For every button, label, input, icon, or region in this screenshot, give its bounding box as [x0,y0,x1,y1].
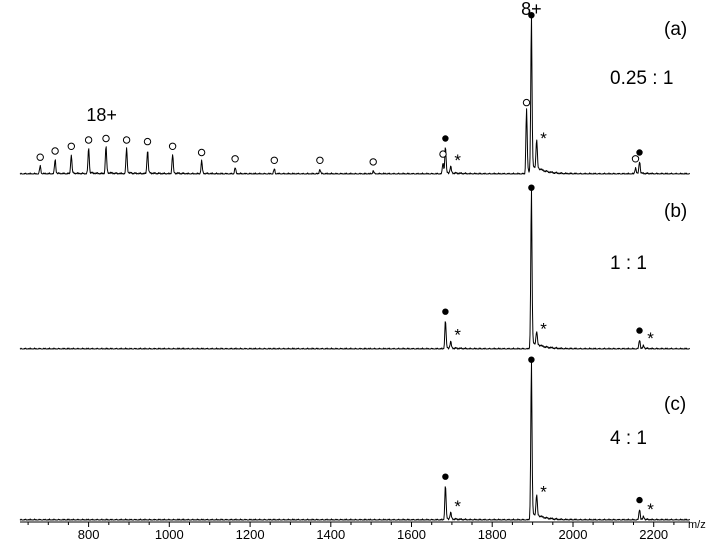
open-circle-marker [67,142,76,151]
open-circle-marker [231,155,239,163]
open-circle-marker [143,137,152,146]
filled-circle-marker [442,308,449,315]
charge-label: 18+ [86,105,117,125]
x-tick-label: 2200 [639,527,668,542]
star-marker: * [454,326,461,345]
panel-label: (c) [664,394,686,415]
charge-label: 8+ [521,0,542,19]
star-marker: * [454,151,461,170]
spectrum-trace-b [19,189,691,350]
open-circle-marker [439,150,447,158]
ratio-label: 1 : 1 [610,253,647,274]
panel-label: (b) [664,201,687,222]
spectrum-trace-c [19,361,691,521]
star-marker: * [454,497,461,516]
filled-circle-marker [528,356,535,363]
x-tick-label: 1600 [397,527,426,542]
x-tick-label: 800 [78,527,100,542]
open-circle-marker [316,156,324,165]
open-circle-marker [84,136,93,144]
spectrum-trace-a [19,15,691,175]
x-tick-label: 1800 [478,527,507,542]
star-marker: * [540,129,547,148]
panel-label: (a) [664,19,687,40]
open-circle-marker [631,155,640,163]
x-tick-label: 1000 [155,527,184,542]
open-circle-marker [168,142,177,151]
x-tick-label: 1200 [236,527,265,542]
ratio-label: 0.25 : 1 [610,68,673,89]
filled-circle-marker [442,473,449,480]
x-tick-label: 2000 [559,527,588,542]
filled-circle-marker [442,135,449,142]
star-marker: * [647,500,654,519]
filled-circle-marker [636,496,643,504]
x-tick-label: 1400 [316,527,345,542]
open-circle-marker [102,134,110,143]
open-circle-marker [522,98,531,107]
open-circle-marker [197,148,206,157]
open-circle-marker [51,147,59,155]
open-circle-marker [36,153,44,161]
filled-circle-marker [636,149,643,156]
filled-circle-marker [528,12,535,19]
star-marker: * [540,483,547,502]
ratio-label: 4 : 1 [610,428,647,449]
open-circle-marker [122,136,131,144]
filled-circle-marker [636,327,643,334]
star-marker: * [540,319,547,338]
open-circle-marker [270,156,278,165]
filled-circle-marker [528,184,535,191]
star-marker: * [647,329,654,348]
x-axis-label: m/z [688,519,706,531]
open-circle-marker [369,158,377,166]
